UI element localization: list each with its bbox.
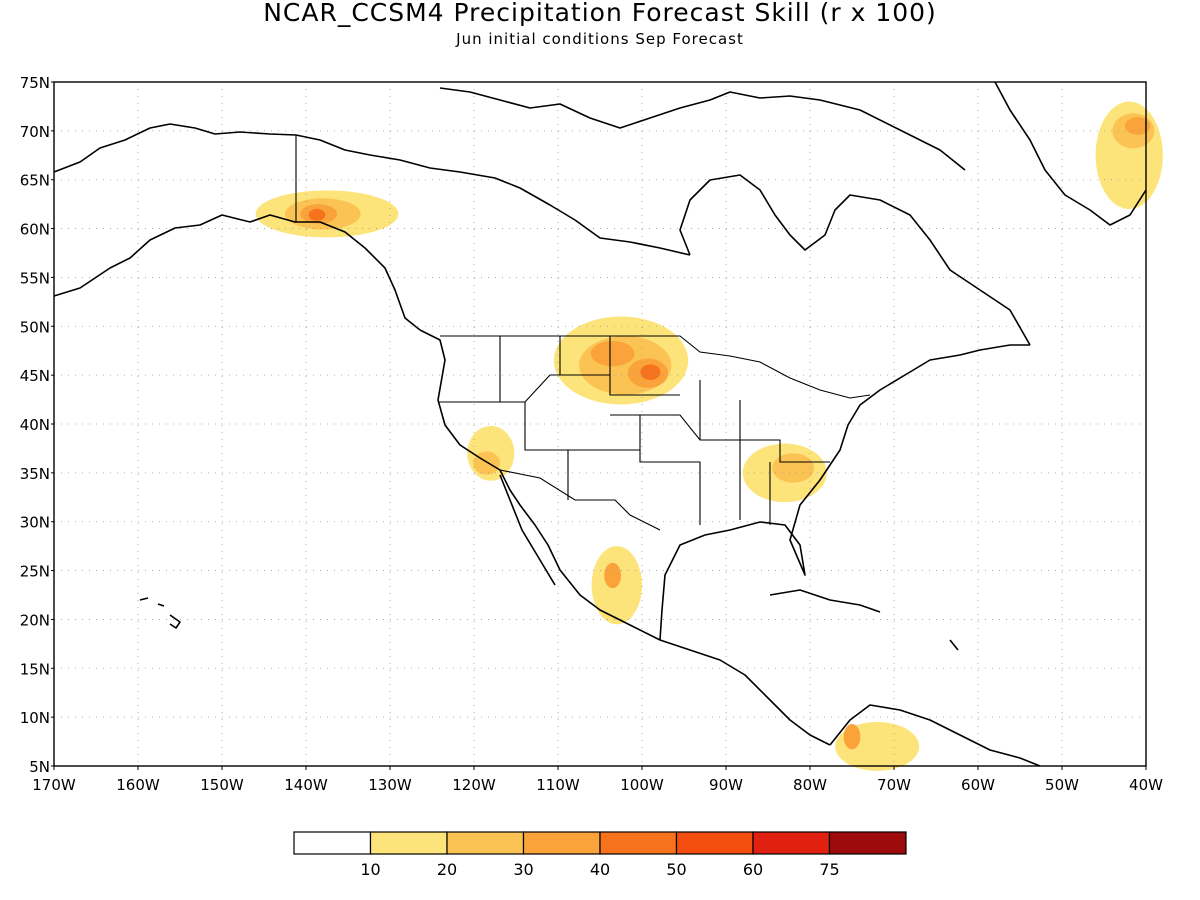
skill-region-2 <box>590 340 635 367</box>
lat-tick-label-4: 55N <box>20 269 50 287</box>
coastline-arctic-canada <box>295 134 691 256</box>
colorbar-label-4: 50 <box>666 860 686 879</box>
lon-tick-label-8: 90W <box>709 776 743 794</box>
lon-tick-label-11: 60W <box>961 776 995 794</box>
lon-tick-label-1: 160W <box>116 776 160 794</box>
lon-tick-label-4: 130W <box>368 776 412 794</box>
colorbar-label-5: 60 <box>743 860 763 879</box>
skill-shading-layer <box>255 101 1163 771</box>
coastline-baja <box>499 474 556 586</box>
graticule <box>54 82 1146 766</box>
coastlines <box>53 81 1147 767</box>
coastline-gulf-east-usa <box>659 344 1030 641</box>
lon-tick-label-0: 170W <box>32 776 76 794</box>
lon-tick-label-12: 50W <box>1045 776 1079 794</box>
coastline-alaska <box>53 123 421 331</box>
colorbar-label-0: 10 <box>360 860 380 879</box>
border-us-mexico <box>499 469 661 531</box>
coastline-arctic-islands <box>439 87 966 171</box>
colorbar-label-1: 20 <box>437 860 457 879</box>
lat-tick-label-9: 30N <box>20 514 50 532</box>
lon-tick-label-5: 120W <box>452 776 496 794</box>
coastline-hudson-bay <box>679 174 1031 346</box>
border-us-canada <box>440 335 871 399</box>
lat-tick-label-1: 70N <box>20 123 50 141</box>
lon-tick-label-9: 80W <box>793 776 827 794</box>
map-area <box>53 81 1163 771</box>
colorbar-swatch-2 <box>446 831 525 855</box>
colorbar-label-3: 40 <box>590 860 610 879</box>
coastline-south-america <box>829 704 1041 767</box>
lon-tick-label-10: 70W <box>877 776 911 794</box>
colorbar-label-2: 30 <box>513 860 533 879</box>
lon-tick-label-7: 100W <box>620 776 664 794</box>
political-borders <box>295 135 871 531</box>
latitude-tick-labels: 75N 70N 65N 60N 55N 50N 45N 40N 35N 30N 25N 20N 15N 1… <box>20 74 54 776</box>
coastline-hawaii <box>139 597 181 629</box>
colorbar-swatch-5 <box>675 831 754 855</box>
lat-tick-label-14: 5N <box>29 758 50 776</box>
lat-tick-label-7: 40N <box>20 416 50 434</box>
skill-region-17 <box>772 453 815 483</box>
skill-region-19 <box>843 723 861 750</box>
lon-tick-label-2: 150W <box>200 776 244 794</box>
skill-region-8 <box>308 209 326 221</box>
colorbar: 10 20 30 40 50 60 75 <box>293 831 907 879</box>
lat-tick-label-2: 65N <box>20 172 50 190</box>
lat-tick-label-0: 75N <box>20 74 50 92</box>
colorbar-swatch-3 <box>522 831 601 855</box>
map-title: NCAR_CCSM4 Precipitation Forecast Skill … <box>263 0 937 27</box>
longitude-tick-labels: 170W 160W 150W 140W 130W 120W 110W 100W 90W 80W 70… <box>32 766 1163 794</box>
skill-region-11 <box>1125 117 1151 135</box>
lon-tick-label-6: 110W <box>536 776 580 794</box>
colorbar-swatch-4 <box>599 831 678 855</box>
skill-region-15 <box>604 562 621 589</box>
lon-tick-label-13: 40W <box>1129 776 1163 794</box>
coastline-greenland <box>994 81 1147 226</box>
colorbar-label-6: 75 <box>819 860 839 879</box>
lon-tick-label-3: 140W <box>284 776 328 794</box>
lat-tick-label-8: 35N <box>20 465 50 483</box>
lat-tick-label-5: 50N <box>20 318 50 336</box>
coastline-caribbean <box>769 589 959 651</box>
lat-tick-label-10: 25N <box>20 563 50 581</box>
coastline-west-usa <box>419 329 831 746</box>
skill-region-4 <box>640 364 661 381</box>
colorbar-swatch-7 <box>828 831 907 855</box>
lat-tick-label-6: 45N <box>20 367 50 385</box>
skill-region-13 <box>473 451 501 475</box>
lat-tick-label-11: 20N <box>20 611 50 629</box>
lat-tick-label-12: 15N <box>20 660 50 678</box>
colorbar-swatch-1 <box>369 831 448 855</box>
border-us-states <box>438 336 830 525</box>
colorbar-swatch-6 <box>752 831 831 855</box>
lat-tick-label-13: 10N <box>20 709 50 727</box>
colorbar-swatch-0 <box>293 831 372 855</box>
map-subtitle: Jun initial conditions Sep Forecast <box>455 30 744 48</box>
lat-tick-label-3: 60N <box>20 221 50 239</box>
